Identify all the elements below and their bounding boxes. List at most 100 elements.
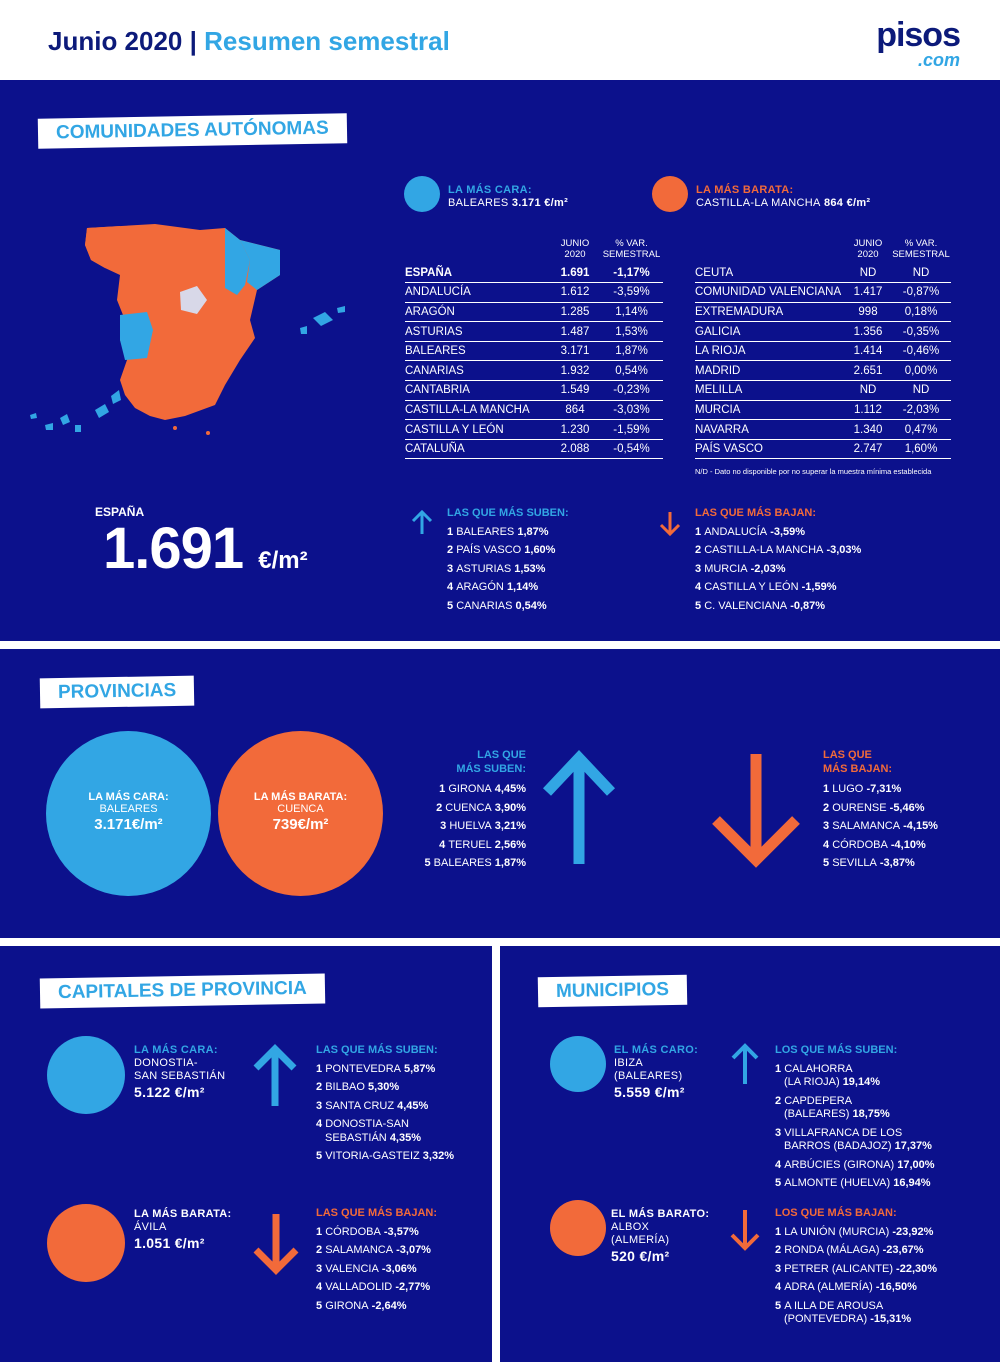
rank: 3	[823, 820, 830, 832]
big-arrow-up-icon	[542, 749, 616, 864]
price-cell: 1.691	[550, 263, 600, 284]
item-name: LA UNIÓN (MURCIA)	[784, 1225, 890, 1238]
price-cell: ND	[845, 380, 891, 401]
variation-cell: -0,23%	[600, 380, 663, 401]
item-value: -7,31%	[866, 783, 902, 795]
rank: 3	[316, 1262, 323, 1275]
mun-cara-name-1: IBIZA	[614, 1057, 644, 1069]
item-name-2: (BALEARES)	[784, 1108, 850, 1120]
espana-unit: €/m²	[258, 547, 308, 574]
cara-label-group: LA MÁS CARA: BALEARES 3.171 €/m²	[448, 184, 568, 210]
arrow-down-icon	[659, 512, 681, 537]
rank: 1	[695, 525, 702, 538]
section-provincias: PROVINCIAS LA MÁS CARA: BALEARES 3.171€/…	[0, 649, 1000, 938]
section-capitales: CAPITALES DE PROVINCIA LA MÁS CARA: DONO…	[0, 946, 492, 1362]
variation-cell: 1,53%	[600, 321, 663, 342]
item-name: SEVILLA	[832, 857, 877, 869]
rank: 2	[447, 544, 454, 556]
variation-cell: 0,47%	[891, 419, 951, 440]
barata-circle	[652, 176, 688, 212]
prov-cara-text: LA MÁS CARA: BALEARES 3.171€/m²	[46, 791, 211, 832]
item-name: ANDALUCÍA	[704, 525, 768, 538]
item-value: -3,59%	[770, 525, 806, 538]
region-name-cell: EXTREMADURA	[695, 302, 845, 323]
item-name-2: (PONTEVEDRA)	[784, 1313, 868, 1325]
cap-cara-label: LA MÁS CARA:	[134, 1044, 218, 1056]
prov-bajan-title-2: MÁS BAJAN:	[823, 763, 893, 775]
rank: 3	[775, 1262, 782, 1275]
variation-cell: -0,46%	[891, 341, 951, 362]
variation-cell: 1,87%	[600, 341, 663, 362]
suben-title: LAS QUE MÁS SUBEN:	[447, 507, 569, 519]
item-value: -15,31%	[870, 1313, 912, 1325]
table-comunidades-right: JUNIO 2020 % VAR. SEMESTRAL CEUTA ND ND COM…	[695, 238, 951, 460]
region-name-cell: CASTILLA Y LEÓN	[405, 419, 550, 440]
item-value: 1,87%	[494, 857, 526, 869]
rank: 1	[316, 1225, 323, 1238]
item-value: 18,75%	[852, 1108, 890, 1120]
mun-cara-label: EL MÁS CARO:	[614, 1044, 699, 1056]
table-row: CASTILLA Y LEÓN 1.230 -1,59%	[405, 419, 663, 440]
item-value: 16,94%	[893, 1177, 931, 1189]
variation-cell: -2,03%	[891, 400, 951, 421]
item-value: 2,56%	[494, 838, 526, 851]
mun-suben-title: LOS QUE MÁS SUBEN:	[775, 1044, 898, 1056]
spain-map	[30, 224, 345, 435]
barata-name: CASTILLA-LA MANCHA	[696, 197, 821, 209]
table-row: CASTILLA-LA MANCHA 864 -3,03%	[405, 400, 663, 421]
rank: 3	[440, 820, 447, 832]
item-value: 17,00%	[897, 1158, 935, 1171]
section-title-municipios: MUNICIPIOS	[537, 974, 688, 1008]
mun-arrow-down-icon	[730, 1210, 760, 1251]
item-value: 1,14%	[506, 581, 539, 593]
rank: 2	[695, 544, 702, 556]
rank: 2	[436, 801, 443, 814]
pisos-logo[interactable]: pisos .com	[876, 18, 961, 69]
list-item: 3 VALENCIA -3,06%	[316, 1260, 437, 1279]
item-name: CASTILLA Y LEÓN	[704, 581, 799, 593]
variation-cell: 0,54%	[600, 360, 663, 382]
item-name: CÓRDOBA	[832, 838, 888, 851]
item-name: ALMONTE (HUELVA)	[784, 1177, 891, 1189]
item-value: 5,30%	[368, 1081, 400, 1093]
table-row: ASTURIAS 1.487 1,53%	[405, 321, 663, 342]
list-item: 2 PAÍS VASCO 1,60%	[447, 541, 569, 560]
price-cell: 3.171	[550, 341, 600, 362]
table-row: MELILLA ND ND	[695, 380, 951, 401]
list-item: 1 CALAHORRA	[775, 1060, 935, 1079]
list-item: 4 ARBÚCIES (GIRONA) 17,00%	[775, 1156, 935, 1175]
region-name-cell: ESPAÑA	[405, 263, 550, 284]
table-comunidades-left: JUNIO 2020 % VAR. SEMESTRAL ESPAÑA 1.691-…	[405, 238, 663, 460]
item-name: VILLAFRANCA DE LOS	[784, 1126, 903, 1139]
rank: 5	[775, 1299, 782, 1312]
rank: 1	[439, 783, 446, 795]
price-cell: 1.487	[550, 321, 600, 342]
item-name: CAPDEPERA	[784, 1094, 853, 1107]
price-cell: 1.612	[550, 282, 600, 303]
list-item-continued: (BALEARES) 18,75%	[775, 1105, 935, 1124]
rank: 2	[775, 1094, 782, 1107]
region-name-cell: ANDALUCÍA	[405, 282, 550, 303]
espana-label: ESPAÑA	[95, 505, 145, 519]
item-name: PONTEVEDRA	[325, 1062, 401, 1075]
prov-suben-title-2: MÁS SUBEN:	[456, 763, 526, 775]
variation-cell: -0,54%	[600, 439, 663, 460]
price-cell: 1.285	[550, 302, 600, 323]
price-cell: ND	[845, 263, 891, 284]
table-row: MADRID 2.651 0,00%	[695, 360, 951, 382]
cap-suben-title: LAS QUE MÁS SUBEN:	[316, 1044, 438, 1056]
col-header-var: % VAR. SEMESTRAL	[892, 238, 950, 260]
prov-barata-text: LA MÁS BARATA: CUENCA 739€/m²	[218, 791, 383, 832]
list-item: 4 VALLADOLID -2,77%	[316, 1278, 437, 1297]
item-name: CUENCA	[445, 801, 492, 814]
item-name: MURCIA	[704, 562, 748, 575]
cap-cara-circle	[47, 1036, 125, 1114]
item-value: -3,87%	[879, 857, 915, 869]
item-name: SALAMANCA	[325, 1244, 394, 1256]
item-value: -2,64%	[371, 1299, 407, 1312]
region-name-cell: GALICIA	[695, 321, 845, 342]
item-name: BILBAO	[325, 1081, 365, 1093]
variation-cell: ND	[891, 380, 951, 401]
item-name: CALAHORRA	[784, 1062, 853, 1075]
list-item: 1 GIRONA 4,45%	[395, 780, 526, 799]
